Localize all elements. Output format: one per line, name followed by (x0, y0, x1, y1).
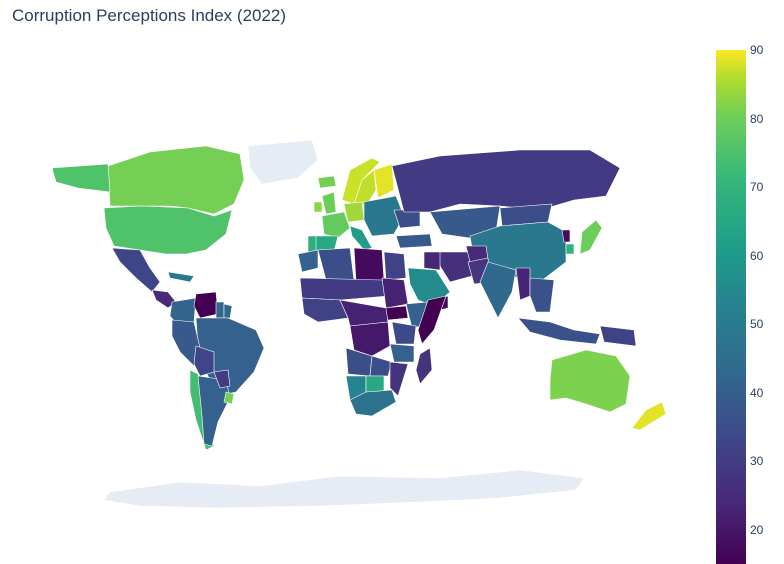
colorbar-tick-label: 60 (750, 248, 764, 263)
colorbar-tick-label: 70 (750, 180, 764, 195)
region-paraguay[interactable] (213, 369, 231, 389)
region-madagascar[interactable] (415, 347, 433, 385)
region-mozambique[interactable] (389, 361, 409, 397)
region-zambia[interactable] (369, 355, 393, 377)
region-somalia[interactable] (417, 295, 447, 345)
region-suriname[interactable] (223, 303, 233, 319)
colorbar-tick-label: 20 (750, 522, 764, 537)
region-france[interactable] (321, 211, 351, 239)
region-iceland[interactable] (317, 175, 337, 189)
region-egypt[interactable] (383, 251, 407, 281)
region-papua-new-guinea[interactable] (599, 325, 637, 347)
region-south-korea[interactable] (565, 243, 575, 255)
region-south-africa[interactable] (349, 389, 397, 417)
colorbar-tick-label: 80 (750, 111, 764, 126)
region-myanmar[interactable] (515, 267, 531, 301)
region-ireland[interactable] (313, 201, 323, 213)
colorbar-tick-label: 30 (750, 454, 764, 469)
region-united-kingdom[interactable] (321, 191, 337, 215)
chart-title: Corruption Perceptions Index (2022) (12, 6, 287, 25)
region-finland[interactable] (373, 163, 395, 199)
region-antarctica[interactable] (103, 469, 585, 509)
region-libya[interactable] (353, 247, 385, 283)
region-russia[interactable] (391, 149, 621, 213)
region-botswana[interactable] (365, 375, 385, 393)
region-australia[interactable] (549, 349, 631, 413)
colorbar-tick-label: 90 (750, 43, 764, 57)
region-west-africa[interactable] (301, 297, 349, 323)
region-india[interactable] (479, 261, 517, 319)
region-japan[interactable] (579, 219, 603, 255)
world-map (51, 139, 667, 509)
region-turkey[interactable] (395, 233, 433, 249)
region-mexico[interactable] (111, 247, 161, 293)
region-iraq[interactable] (423, 251, 441, 271)
region-north-korea[interactable] (561, 229, 571, 243)
region-uruguay[interactable] (223, 391, 235, 405)
region-sudan[interactable] (381, 277, 409, 309)
colorbar: 90 80 70 60 50 40 30 20 (716, 43, 776, 564)
region-peru[interactable] (171, 319, 201, 367)
region-united-states[interactable] (103, 205, 233, 255)
region-kenya[interactable] (391, 321, 417, 345)
region-germany[interactable] (343, 201, 365, 223)
region-central-africa[interactable] (339, 299, 389, 327)
region-southeast-asia[interactable] (529, 277, 555, 313)
region-morocco[interactable] (297, 249, 319, 273)
region-dr-congo[interactable] (349, 321, 391, 357)
region-iran[interactable] (437, 251, 473, 283)
region-new-zealand[interactable] (631, 401, 667, 431)
colorbar-gradient (716, 50, 746, 564)
region-guyana[interactable] (215, 301, 225, 319)
region-indonesia[interactable] (517, 317, 601, 345)
colorbar-tick-label: 40 (750, 385, 764, 400)
region-portugal[interactable] (307, 235, 317, 253)
region-venezuela[interactable] (193, 291, 219, 319)
region-canada[interactable] (107, 145, 245, 215)
region-greenland[interactable] (247, 139, 319, 185)
region-algeria[interactable] (317, 247, 355, 281)
region-alaska[interactable] (51, 163, 111, 193)
region-cuba[interactable] (167, 271, 195, 283)
region-tanzania[interactable] (389, 343, 415, 363)
region-eastern-europe[interactable] (363, 195, 405, 237)
region-bolivia[interactable] (193, 345, 215, 377)
colorbar-tick-label: 50 (750, 317, 764, 332)
region-sahel[interactable] (299, 277, 389, 301)
